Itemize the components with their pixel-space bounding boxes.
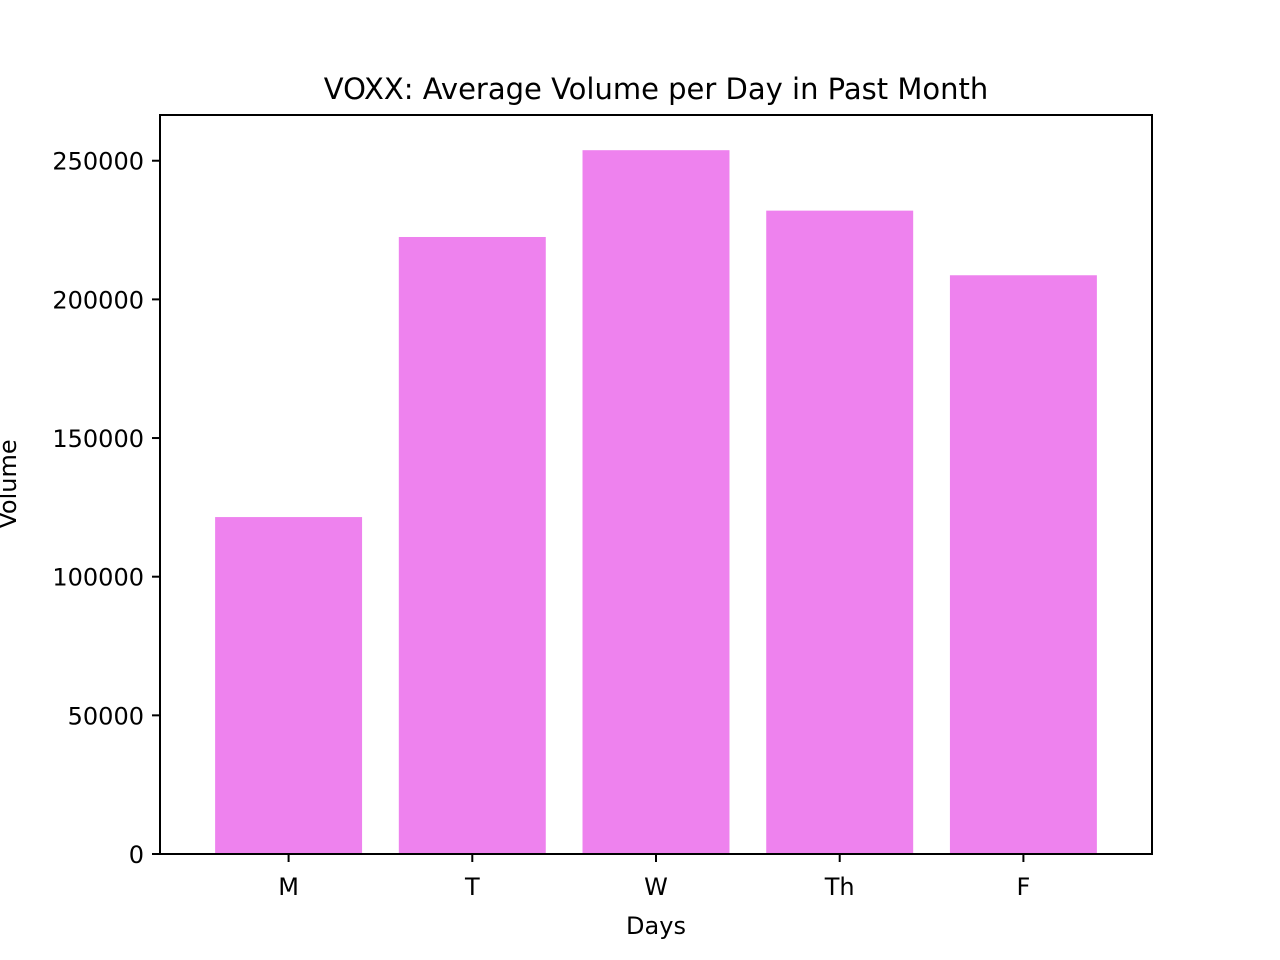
bar-t [398, 236, 546, 855]
y-axis-label: Volume [0, 439, 22, 528]
x-axis-label: Days [626, 912, 686, 940]
chart-title: VOXX: Average Volume per Day in Past Mon… [324, 72, 988, 106]
x-axis-ticks: M T W Th F [278, 854, 1030, 901]
y-tick-label: 200000 [52, 286, 144, 314]
bar-w [582, 150, 730, 854]
x-tick-label: Th [824, 873, 855, 901]
bars-group [215, 150, 1097, 855]
x-tick-label: F [1017, 873, 1031, 901]
x-tick-label: M [278, 873, 299, 901]
y-axis-ticks: 0 50000 100000 150000 200000 250000 [52, 148, 160, 869]
y-tick-label: 0 [129, 841, 144, 869]
x-tick-label: W [644, 873, 668, 901]
y-tick-label: 100000 [52, 564, 144, 592]
y-tick-label: 50000 [68, 702, 144, 730]
y-tick-label: 150000 [52, 425, 144, 453]
y-tick-label: 250000 [52, 148, 144, 176]
bar-f [949, 275, 1097, 854]
bar-m [215, 517, 363, 854]
x-tick-label: T [464, 873, 480, 901]
bar-th [766, 210, 914, 854]
